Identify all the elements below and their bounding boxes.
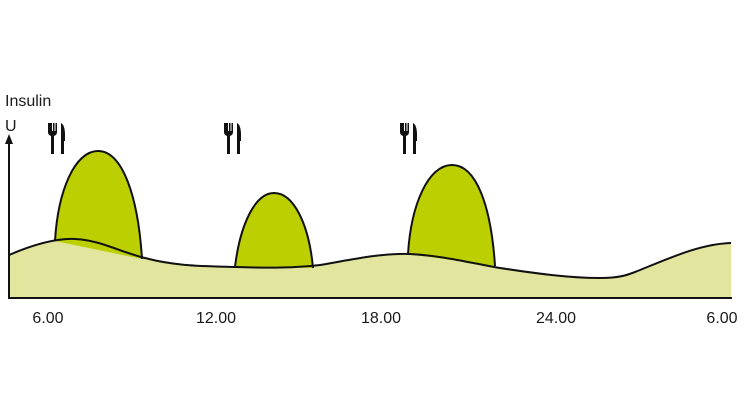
- x-tick-label: 18.00: [361, 310, 401, 327]
- bolus-dinner: [407, 163, 496, 267]
- basal-insulin-area: [9, 238, 731, 298]
- bolus-lunch: [234, 191, 314, 269]
- fork-knife-icon: [400, 123, 417, 154]
- x-tick-label: 6.00: [706, 310, 737, 327]
- x-tick-label: 24.00: [536, 310, 576, 327]
- x-tick-label: 12.00: [196, 310, 236, 327]
- y-axis-label: Insulin: [5, 93, 51, 110]
- bolus-breakfast: [54, 149, 143, 260]
- y-axis-arrow: [5, 134, 13, 144]
- fork-knife-icon: [224, 123, 241, 154]
- fork-knife-icon: [48, 123, 65, 154]
- y-axis-unit: U: [5, 118, 17, 135]
- x-tick-label: 6.00: [32, 310, 63, 327]
- basal-insulin-curve: [8, 237, 732, 280]
